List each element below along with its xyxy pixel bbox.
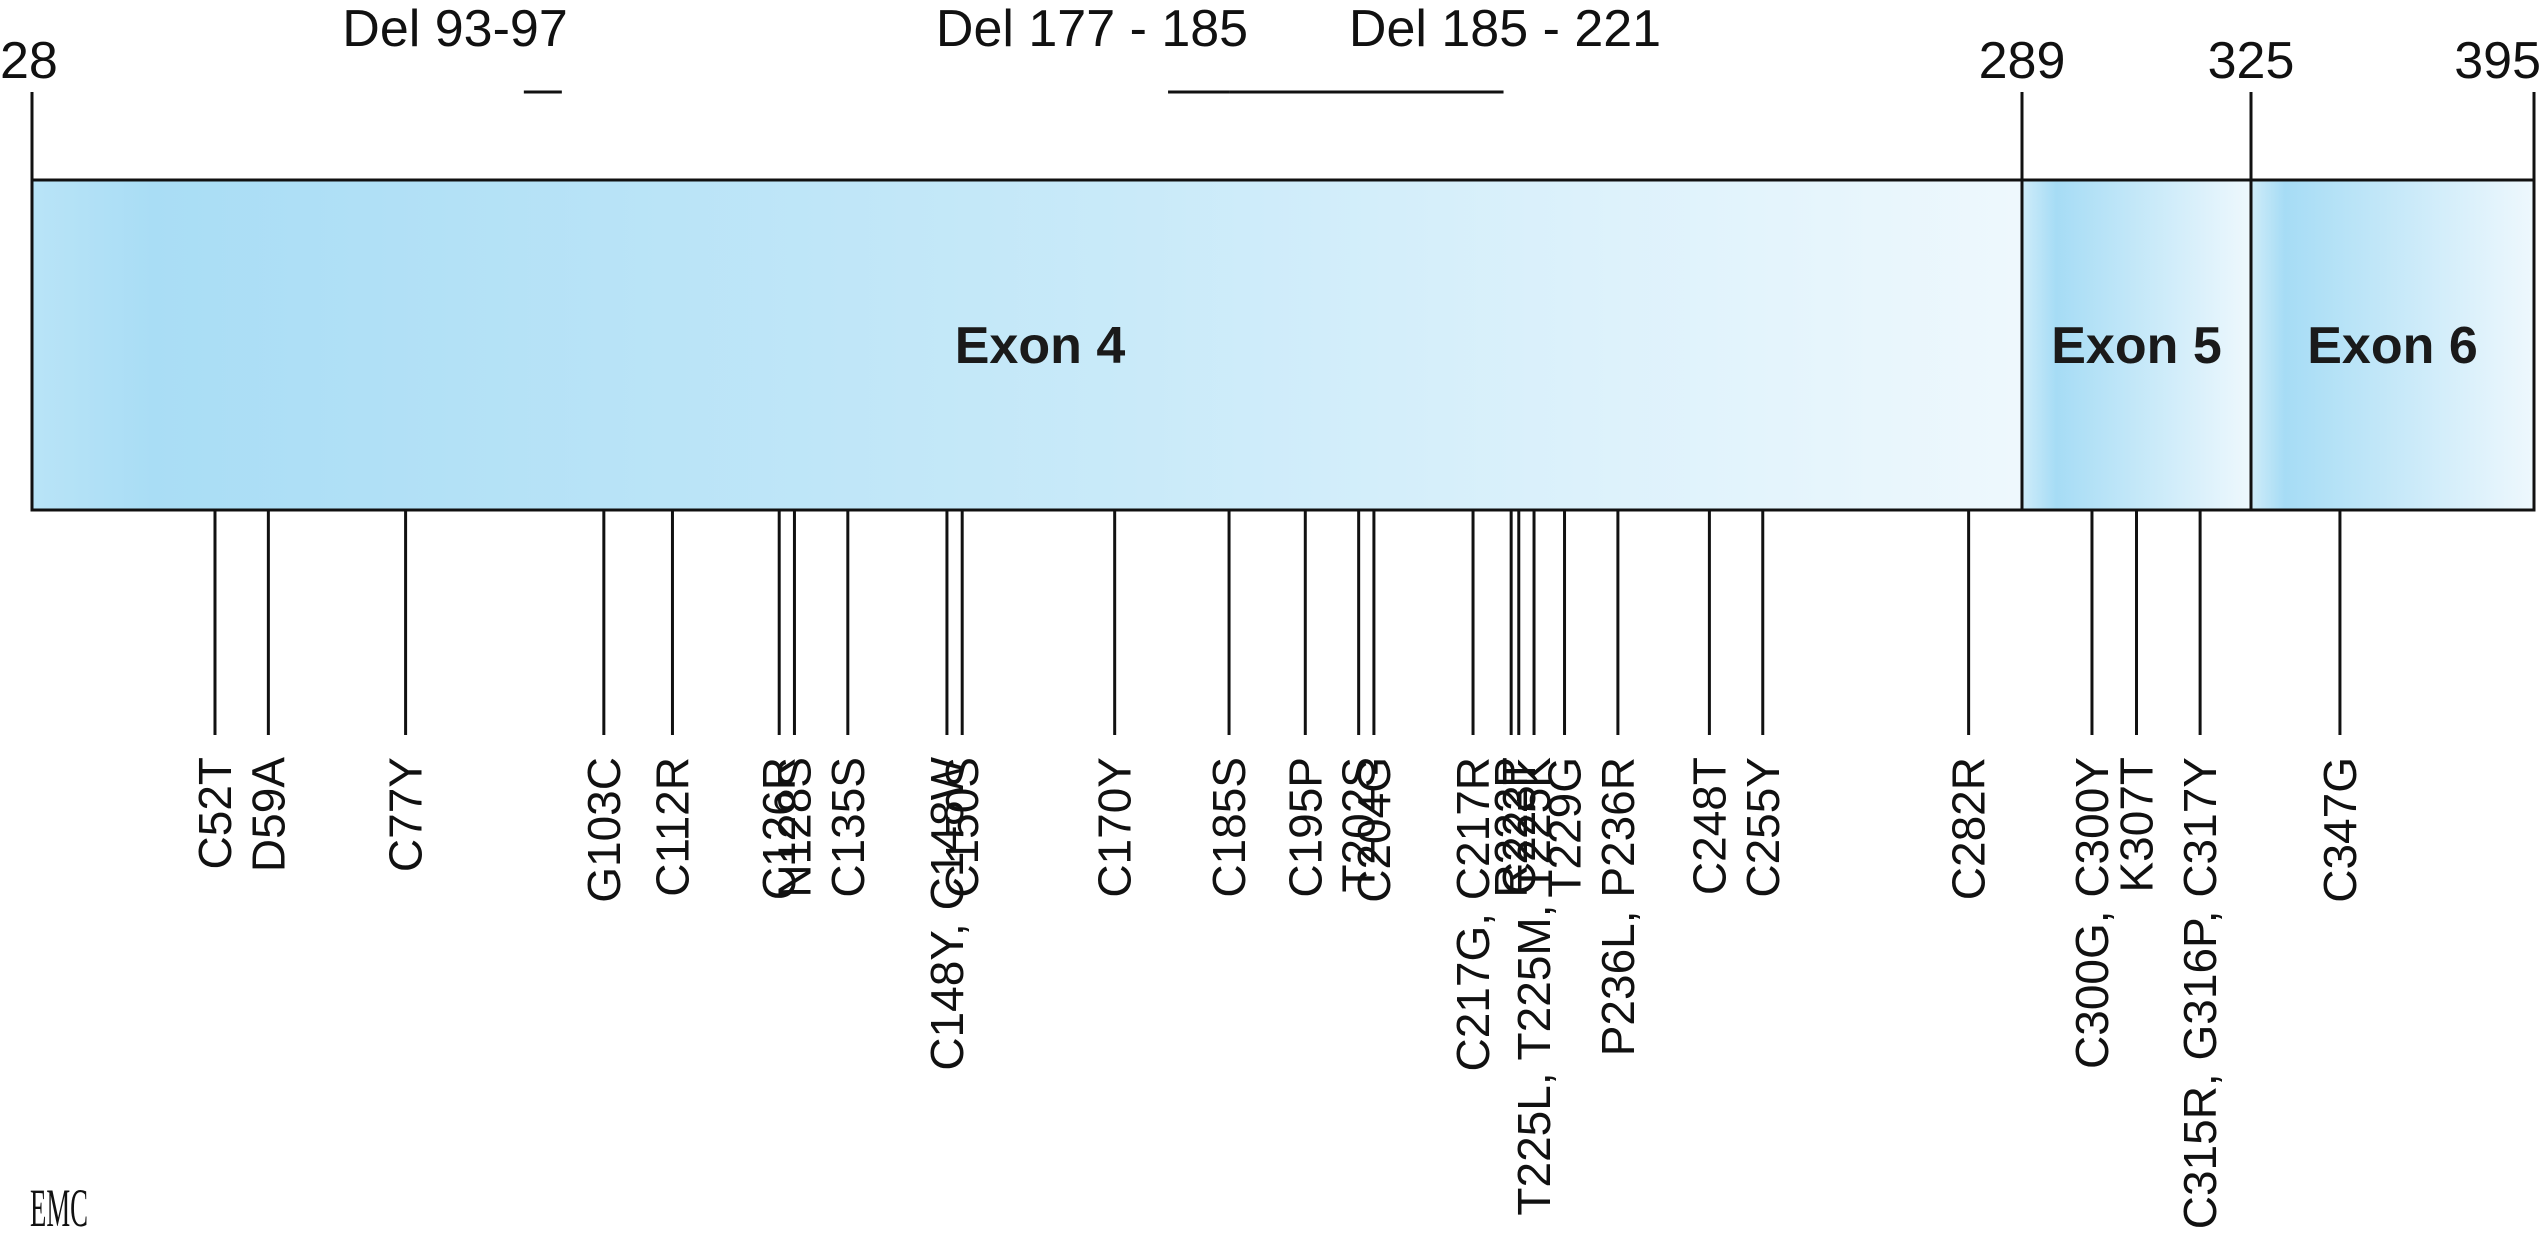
position-label-289: 289 bbox=[1979, 32, 2066, 90]
exon-6-label: Exon 6 bbox=[2307, 317, 2478, 375]
exon-5-bar bbox=[2020, 178, 2253, 512]
mutation-label: T225L, T225M, T225K bbox=[1508, 757, 1560, 1216]
position-labels: 28 289 325 395 bbox=[0, 32, 2541, 90]
mutation-label: C300G, C300Y bbox=[2066, 757, 2118, 1069]
position-label-325: 325 bbox=[2208, 32, 2295, 90]
mutation-label: C148Y, C148W bbox=[921, 756, 973, 1070]
position-label-395: 395 bbox=[2454, 32, 2541, 90]
exon-5-label: Exon 5 bbox=[2051, 317, 2222, 375]
mutation-label: N128S bbox=[768, 757, 820, 898]
deletion-markers: Del 93-97 Del 177 - 185 Del 185 - 221 bbox=[342, 0, 1661, 94]
mutation-label: C126R bbox=[753, 757, 805, 900]
mutation-label: R222P bbox=[1485, 757, 1537, 898]
mutation-label: K307T bbox=[2111, 757, 2163, 893]
exon-4-label: Exon 4 bbox=[955, 317, 1126, 375]
mutation-label: C150S bbox=[936, 757, 988, 898]
deletion-label: Del 177 - 185 bbox=[936, 0, 1248, 58]
exon-bars: Exon 4 Exon 5 Exon 6 bbox=[30, 178, 2536, 512]
boundary-ticks bbox=[30, 92, 2536, 180]
mutation-label: C170Y bbox=[1089, 757, 1141, 898]
mutation-label: C248T bbox=[1683, 757, 1735, 895]
mutation-label: C77Y bbox=[380, 757, 432, 872]
mutation-label: G103C bbox=[578, 757, 630, 903]
mutation-label: C282R bbox=[1943, 757, 1995, 900]
mutation-label: P236L, P236R bbox=[1592, 757, 1644, 1056]
mutation-label: T202S bbox=[1333, 757, 1385, 893]
mutation-label: C217G, C217R bbox=[1447, 757, 1499, 1072]
mutation-label: T229G bbox=[1539, 757, 1591, 898]
mutation-label: C347G bbox=[2314, 757, 2366, 903]
mutation-label: C112R bbox=[646, 757, 698, 897]
mutation-label: C223T bbox=[1493, 757, 1545, 895]
mutation-label: C135S bbox=[822, 757, 874, 898]
mutation-label: C315R, G316P, C317Y bbox=[2174, 757, 2226, 1229]
mutation-label: C185S bbox=[1203, 757, 1255, 898]
mutation-label: C52T bbox=[189, 757, 241, 869]
mutation-label: C255Y bbox=[1737, 757, 1789, 898]
emc-logo: EMC bbox=[30, 1178, 88, 1238]
mutation-label: C195P bbox=[1279, 757, 1331, 898]
position-label-28: 28 bbox=[0, 32, 58, 90]
exon-6-bar bbox=[2249, 178, 2536, 512]
deletion-label: Del 93-97 bbox=[342, 0, 567, 58]
mutation-label: C204G bbox=[1348, 757, 1400, 903]
deletion-label: Del 185 - 221 bbox=[1349, 0, 1661, 58]
mutation-label: D59A bbox=[242, 757, 294, 872]
exon-4-bar bbox=[30, 178, 2024, 512]
